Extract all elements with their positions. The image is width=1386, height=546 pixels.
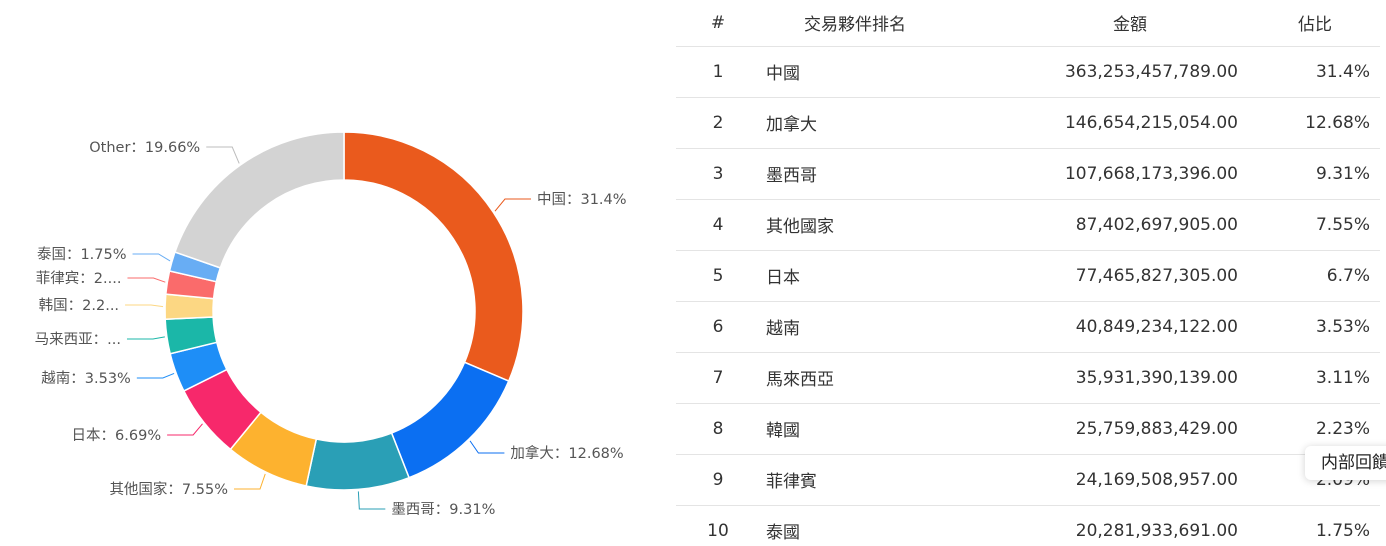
amount-cell: 20,281,933,691.00 <box>1075 520 1238 541</box>
leader-line-1 <box>469 440 505 454</box>
table-row: 3 墨西哥 107,668,173,396.00 9.31% <box>676 148 1380 200</box>
amount-cell: 363,253,457,789.00 <box>950 46 1250 98</box>
share-cell: 6.7% <box>1250 250 1380 302</box>
slice-label-3: 其他国家：7.55% <box>109 481 228 498</box>
slice-label-7: 韩国：2.2... <box>39 297 119 314</box>
amount-cell: 25,759,883,429.00 <box>950 403 1250 455</box>
share-cell: 1.75% <box>1315 520 1370 541</box>
partner-cell: 越南 <box>760 301 950 353</box>
header-rank: # <box>676 0 760 47</box>
leader-line-10 <box>206 146 240 164</box>
amount-cell: 40,849,234,122.00 <box>950 301 1250 353</box>
donut-chart: 中国：31.4% 加拿大：12.68% 墨西哥：9.31% 其他国家：7.55% 日本：… <box>35 131 627 518</box>
share-cell: 12.68% <box>1250 97 1380 149</box>
partner-cell: 墨西哥 <box>760 148 950 200</box>
rank-cell: 5 <box>676 250 760 302</box>
amount-cell: 107,668,173,396.00 <box>950 148 1250 200</box>
table-row: 5 日本 77,465,827,305.00 6.7% <box>676 250 1380 302</box>
share-cell: 31.4% <box>1250 46 1380 98</box>
leader-line-3 <box>234 473 266 490</box>
partner-cell: 加拿大 <box>760 97 950 149</box>
leader-line-4 <box>167 423 203 436</box>
leader-line-6 <box>126 336 165 340</box>
slice-label-1: 加拿大：12.68% <box>510 444 623 462</box>
rank-cell: 2 <box>676 97 760 149</box>
slice-label-6: 马来西亚：... <box>35 331 121 348</box>
rank-cell: 8 <box>676 403 760 455</box>
rank-cell: 9 <box>676 454 760 506</box>
rank-cell: 10 <box>707 520 729 541</box>
donut-slice-1 <box>390 361 510 479</box>
slice-label-5: 越南：3.53% <box>41 370 131 387</box>
trade-partner-table: # 交易夥伴排名 金額 佔比 1 中國 363,253,457,789.00 31.4… <box>676 0 1380 546</box>
table-row: 1 中國 363,253,457,789.00 31.4% <box>676 46 1380 98</box>
slice-label-2: 墨西哥：9.31% <box>391 502 495 518</box>
partner-cell: 中國 <box>760 46 950 98</box>
amount-cell: 77,465,827,305.00 <box>950 250 1250 302</box>
partner-cell: 其他國家 <box>760 199 950 251</box>
leader-line-2 <box>357 491 386 510</box>
amount-cell: 24,169,508,957.00 <box>950 454 1250 506</box>
partner-cell: 泰國 <box>766 523 800 544</box>
header-share: 佔比 <box>1250 0 1380 47</box>
slice-label-10: Other：19.66% <box>89 140 200 156</box>
table-header-row: # 交易夥伴排名 金額 佔比 <box>676 0 1380 47</box>
header-partner: 交易夥伴排名 <box>760 0 950 47</box>
table-row: 7 馬來西亞 35,931,390,139.00 3.11% <box>676 352 1380 404</box>
partner-cell: 日本 <box>760 250 950 302</box>
share-cell: 7.55% <box>1250 199 1380 251</box>
amount-cell: 146,654,215,054.00 <box>950 97 1250 149</box>
slice-label-4: 日本：6.69% <box>72 427 162 444</box>
donut-slice-0 <box>343 131 524 383</box>
share-cell: 3.11% <box>1250 352 1380 404</box>
table-row: 4 其他國家 87,402,697,905.00 7.55% <box>676 199 1380 251</box>
amount-cell: 35,931,390,139.00 <box>950 352 1250 404</box>
slice-label-9: 泰国：1.75% <box>37 246 127 263</box>
table-row: 2 加拿大 146,654,215,054.00 12.68% <box>676 97 1380 149</box>
partner-cell: 菲律賓 <box>760 454 950 506</box>
rank-cell: 4 <box>676 199 760 251</box>
slice-label-8: 菲律宾：2.... <box>36 270 122 287</box>
partner-cell: 馬來西亞 <box>760 352 950 404</box>
leader-line-7 <box>125 304 164 308</box>
share-cell: 3.53% <box>1250 301 1380 353</box>
leader-line-0 <box>494 198 531 212</box>
slice-label-0: 中国：31.4% <box>537 191 627 208</box>
share-cell: 9.31% <box>1250 148 1380 200</box>
table-row: 8 韓國 25,759,883,429.00 2.23% <box>676 403 1380 455</box>
rank-cell: 3 <box>676 148 760 200</box>
rank-cell: 1 <box>676 46 760 98</box>
leader-line-8 <box>127 277 166 283</box>
donut-slice-10 <box>174 131 345 269</box>
table-row: 6 越南 40,849,234,122.00 3.53% <box>676 301 1380 353</box>
partner-cell: 韓國 <box>760 403 950 455</box>
rank-cell: 7 <box>676 352 760 404</box>
header-amount: 金額 <box>950 0 1250 47</box>
feedback-button[interactable]: 内部回饋 <box>1305 446 1386 480</box>
amount-cell: 87,402,697,905.00 <box>950 199 1250 251</box>
leader-line-5 <box>136 372 175 379</box>
donut-slice-2 <box>305 432 411 491</box>
leader-line-9 <box>132 253 171 262</box>
rank-cell: 6 <box>676 301 760 353</box>
table-row: 10 泰國 20,281,933,691.00 1.75% <box>676 505 1380 546</box>
